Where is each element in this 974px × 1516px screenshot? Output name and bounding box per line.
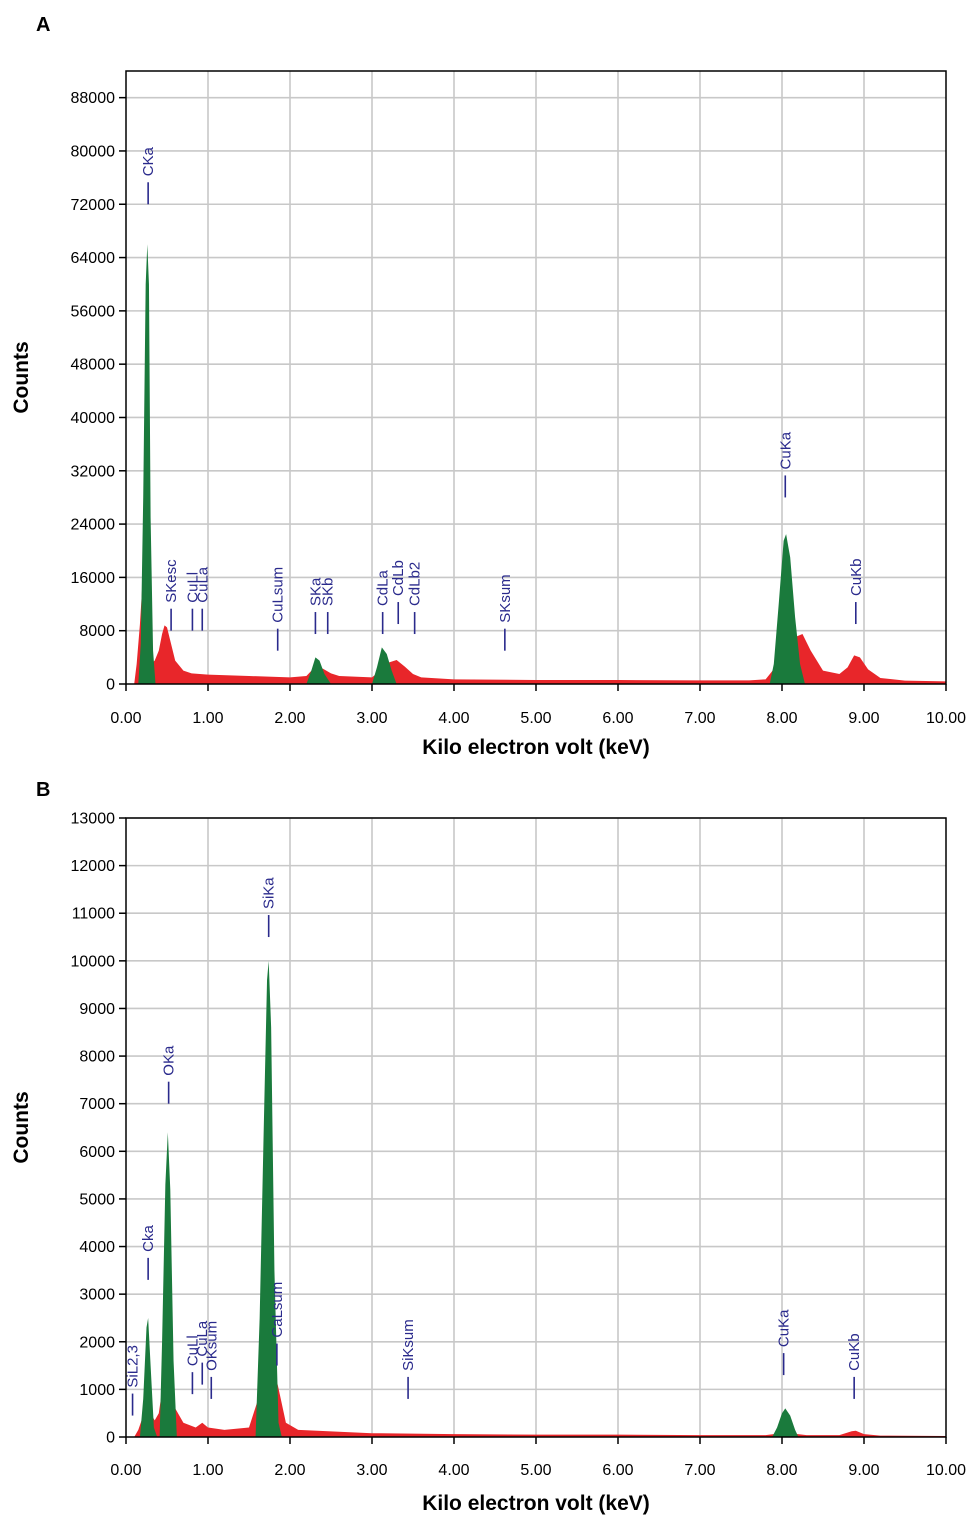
y-tick-label-b-9: 9000 xyxy=(79,1001,115,1018)
spectrum-spectrum-background-a xyxy=(134,584,946,684)
y-tick-label-a-0: 0 xyxy=(106,677,115,694)
y-tick-label-a-9: 72000 xyxy=(71,197,116,214)
peak-label-a-11: CuKa xyxy=(777,431,794,469)
x-tick-label-a-4: 4.00 xyxy=(438,710,469,727)
y-tick-label-a-8: 64000 xyxy=(71,250,116,267)
x-tick-label-b-5: 5.00 xyxy=(520,1462,551,1479)
x-tick-label-b-1: 1.00 xyxy=(192,1462,223,1479)
y-tick-label-b-13: 13000 xyxy=(71,811,116,828)
peak-label-a-1: SKesc xyxy=(163,559,180,603)
x-tick-label-a-6: 6.00 xyxy=(602,710,633,727)
chart-panel-a: A 0.00 1.00 2.00 3.00 4.00 5.00 6.00 7.00 8.00 9.0… xyxy=(10,14,966,759)
peak-label-a-6: SKb xyxy=(320,578,337,606)
peak-label-a-9: CdLb2 xyxy=(407,562,424,606)
spectrum-element-peaks-b xyxy=(139,960,799,1437)
y-tick-label-b-3: 3000 xyxy=(79,1287,115,1304)
y-tick-label-b-8: 8000 xyxy=(79,1049,115,1066)
y-tick-label-a-7: 56000 xyxy=(71,303,116,320)
x-tick-label-b-6: 6.00 xyxy=(602,1462,633,1479)
x-tick-label-b-8: 8.00 xyxy=(766,1462,797,1479)
x-tick-label-b-3: 3.00 xyxy=(356,1462,387,1479)
y-tick-label-a-2: 16000 xyxy=(71,570,116,587)
x-tick-label-a-2: 2.00 xyxy=(274,710,305,727)
peak-label-a-5: SKa xyxy=(307,577,324,606)
y-tick-label-a-11: 88000 xyxy=(71,90,116,107)
peak-label-b-4: CuLa xyxy=(194,1320,211,1357)
peak-label-a-8: CdLb xyxy=(390,560,407,596)
peak-label-a-10: SKsum xyxy=(497,574,514,622)
y-tick-label-b-1: 1000 xyxy=(79,1382,115,1399)
y-tick-label-b-2: 2000 xyxy=(79,1334,115,1351)
y-tick-label-a-10: 80000 xyxy=(71,143,116,160)
peak-label-b-3: CuLl xyxy=(184,1335,201,1366)
x-axis-title-b: Kilo electron volt (keV) xyxy=(422,1492,650,1515)
peak-label-a-12: CuKb xyxy=(848,559,865,597)
y-tick-label-b-4: 4000 xyxy=(79,1239,115,1256)
peak-label-b-1: Cka xyxy=(140,1225,157,1252)
spectrum-spectrum-background-b xyxy=(134,1365,946,1437)
x-tick-label-a-0: 0.00 xyxy=(110,710,141,727)
x-tick-label-a-8: 8.00 xyxy=(766,710,797,727)
y-tick-label-b-6: 6000 xyxy=(79,1144,115,1161)
x-tick-label-b-2: 2.00 xyxy=(274,1462,305,1479)
x-tick-label-a-9: 9.00 xyxy=(848,710,879,727)
peak-label-a-0: CKa xyxy=(140,146,157,176)
eds-spectrum-chart-a: A 0.00 1.00 2.00 3.00 4.00 5.00 6.00 7.00 8.00 9.0… xyxy=(10,14,966,759)
peak-label-b-8: SiKsum xyxy=(400,1319,417,1371)
peak-label-b-0: SiL2,3 xyxy=(125,1345,142,1388)
peak-label-b-6: SiKa xyxy=(261,877,278,909)
x-tick-label-b-10: 10.00 xyxy=(926,1462,966,1479)
y-tick-label-a-6: 48000 xyxy=(71,357,116,374)
panel-letter-b: B xyxy=(36,779,50,801)
grid-b xyxy=(126,817,946,1437)
y-tick-label-b-5: 5000 xyxy=(79,1191,115,1208)
peak-label-b-9: CuKa xyxy=(776,1309,793,1347)
x-tick-label-a-7: 7.00 xyxy=(684,710,715,727)
x-tick-label-a-1: 1.00 xyxy=(192,710,223,727)
y-axis-title-a: Counts xyxy=(10,341,33,413)
peak-label-b-7: CaLsum xyxy=(269,1282,286,1338)
x-tick-label-b-9: 9.00 xyxy=(848,1462,879,1479)
peak-label-a-4: CuLsum xyxy=(270,567,287,623)
peak-label-a-3: CuLa xyxy=(194,566,211,603)
y-tick-label-a-5: 40000 xyxy=(71,410,116,427)
y-tick-label-a-1: 8000 xyxy=(79,623,115,640)
y-tick-label-a-4: 32000 xyxy=(71,463,116,480)
y-tick-label-b-10: 10000 xyxy=(71,953,116,970)
peak-label-a-7: CdLa xyxy=(375,570,392,607)
y-axis-title-b: Counts xyxy=(10,1091,33,1163)
peak-label-b-5: OKsum xyxy=(203,1321,220,1371)
grid-a xyxy=(126,71,946,684)
x-tick-label-a-10: 10.00 xyxy=(926,710,966,727)
x-axis-title-a: Kilo electron volt (keV) xyxy=(422,736,650,759)
x-tick-label-b-4: 4.00 xyxy=(438,1462,469,1479)
y-tick-label-b-12: 12000 xyxy=(71,858,116,875)
peak-label-a-2: CuLl xyxy=(184,572,201,603)
panel-letter-a: A xyxy=(36,14,50,36)
x-tick-label-a-5: 5.00 xyxy=(520,710,551,727)
peak-label-b-2: OKa xyxy=(161,1045,178,1076)
eds-spectrum-chart-b: B 0.00 1.00 2.00 3.00 4.00 5.00 6.00 7.00 8.00 9.0… xyxy=(10,779,966,1515)
x-tick-label-b-7: 7.00 xyxy=(684,1462,715,1479)
x-tick-label-a-3: 3.00 xyxy=(356,710,387,727)
y-tick-label-b-0: 0 xyxy=(106,1430,115,1447)
x-tick-label-b-0: 0.00 xyxy=(110,1462,141,1479)
chart-panel-b: B 0.00 1.00 2.00 3.00 4.00 5.00 6.00 7.00 8.00 9.0… xyxy=(0,760,974,1516)
y-tick-label-b-11: 11000 xyxy=(72,906,115,923)
y-tick-label-a-3: 24000 xyxy=(71,517,116,534)
y-tick-label-b-7: 7000 xyxy=(79,1096,115,1113)
peak-label-b-10: CuKb xyxy=(846,1333,863,1371)
